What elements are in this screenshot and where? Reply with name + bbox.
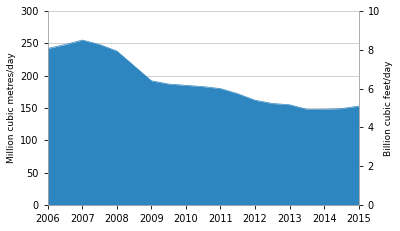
Y-axis label: Billion cubic feet/day: Billion cubic feet/day — [384, 60, 393, 156]
Y-axis label: Million cubic metres/day: Million cubic metres/day — [7, 53, 16, 163]
